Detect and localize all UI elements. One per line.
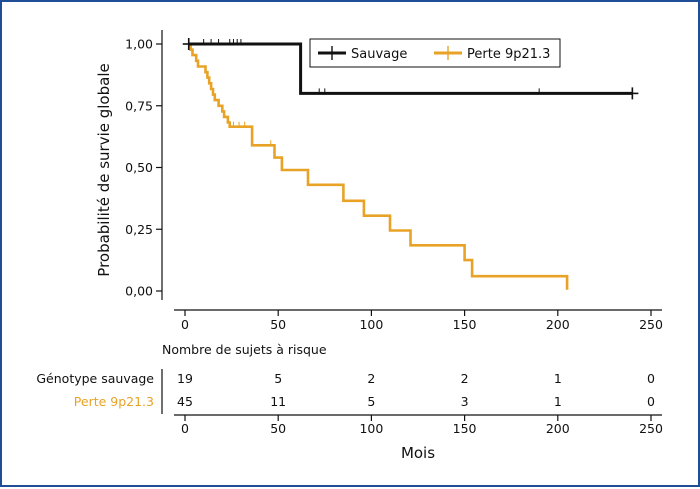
risk-value: 2 [367,371,375,386]
x-tick-label: 0 [181,317,189,332]
risk-x-tick-label: 200 [546,421,570,436]
x-tick-label: 150 [453,317,477,332]
risk-value: 2 [461,371,469,386]
legend-label-perte: Perte 9p21.3 [467,47,550,62]
y-tick-label: 1,00 [125,37,153,52]
y-tick-label: 0,25 [125,222,153,237]
y-tick-label: 0,75 [125,98,153,113]
risk-value: 1 [554,394,562,409]
risk-table-title: Nombre de sujets à risque [162,342,327,357]
risk-row-label-perte: Perte 9p21.3 [74,394,154,409]
x-axis-title: Mois [401,444,435,462]
legend: Sauvage Perte 9p21.3 [309,38,561,68]
series-line-0 [188,42,633,95]
risk-value: 11 [270,394,286,409]
risk-value: 45 [177,394,193,409]
risk-x-tick-label: 150 [453,421,477,436]
risk-value: 19 [177,371,193,386]
risk-value: 3 [461,394,469,409]
risk-x-tick-label: 0 [181,421,189,436]
x-tick-label: 250 [639,317,663,332]
risk-value: 5 [274,371,282,386]
series-line-1 [188,42,569,290]
y-axis-title: Probabilité de survie globale [95,63,113,276]
risk-value: 0 [647,371,655,386]
y-tick-label: 0,00 [125,284,153,299]
risk-row-label-sauvage: Génotype sauvage [36,371,154,386]
risk-x-tick-label: 100 [359,421,383,436]
x-tick-label: 100 [359,317,383,332]
legend-label-sauvage: Sauvage [351,47,407,62]
risk-value: 5 [367,394,375,409]
x-tick-label: 50 [270,317,286,332]
risk-value: 0 [647,394,655,409]
y-tick-label: 0,50 [125,160,153,175]
x-tick-label: 200 [546,317,570,332]
risk-x-tick-label: 250 [639,421,663,436]
risk-x-tick-label: 50 [270,421,286,436]
risk-value: 1 [554,371,562,386]
